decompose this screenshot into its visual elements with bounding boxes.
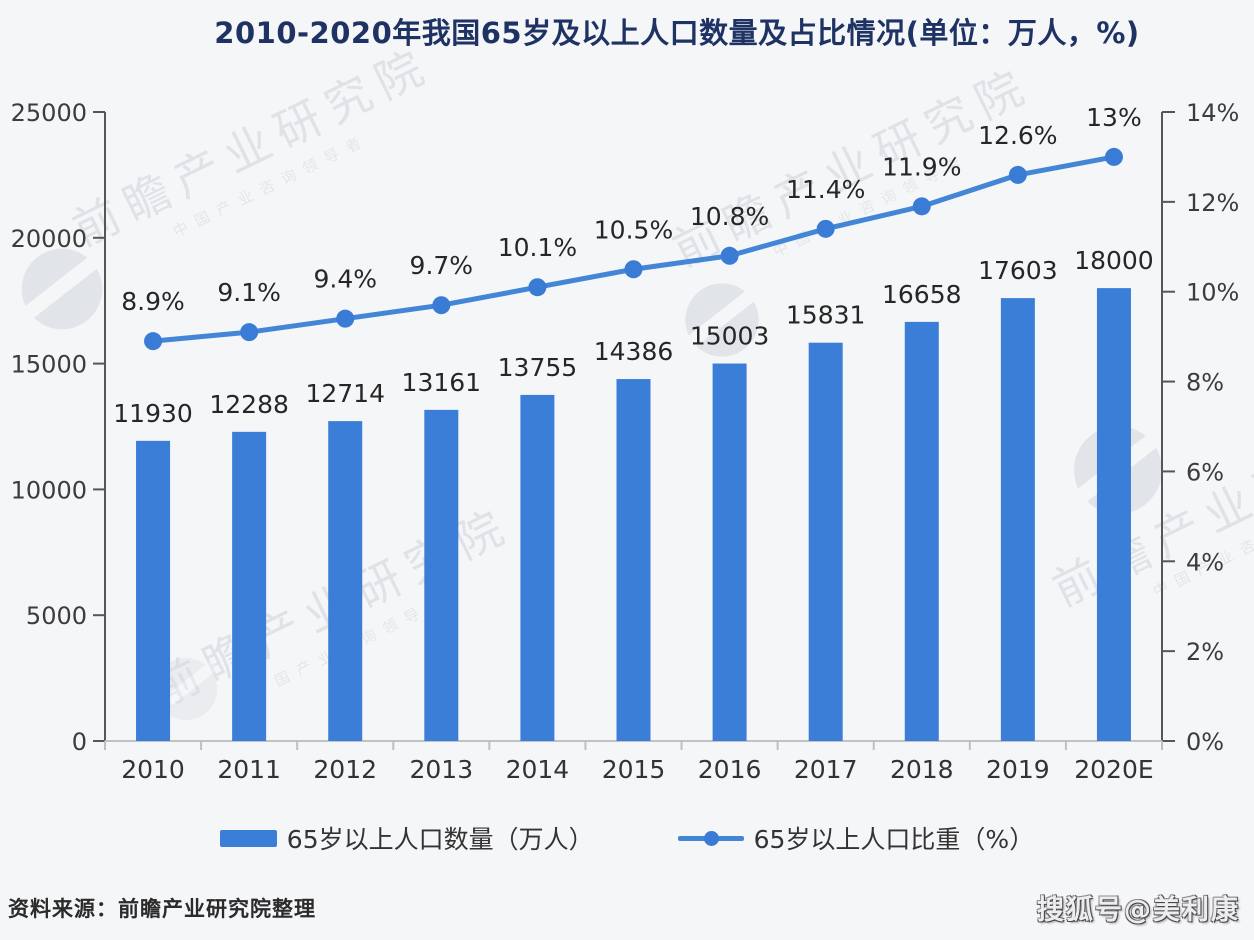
bar-value-label: 11930 — [113, 399, 193, 428]
bar — [904, 321, 939, 741]
bar-value-label: 15003 — [690, 322, 770, 351]
bar-value-label: 13755 — [498, 353, 578, 382]
line-marker — [144, 332, 163, 351]
line-value-label: 11.9% — [882, 152, 961, 181]
x-axis-category-label: 2011 — [217, 755, 281, 784]
line-marker — [240, 323, 259, 342]
bar-series-legend-label: 65岁以上人口数量（万人） — [286, 825, 594, 854]
left-axis-tick-label: 0 — [72, 728, 87, 756]
bar — [1000, 298, 1035, 741]
line-marker — [720, 246, 739, 265]
line-value-label: 12.6% — [978, 121, 1057, 150]
line-series-swatch-icon — [677, 829, 744, 847]
line-marker — [624, 260, 643, 279]
right-axis-tick-label: 0% — [1186, 728, 1224, 756]
x-axis-category-label: 2018 — [890, 755, 954, 784]
right-axis-tick-label: 10% — [1186, 279, 1239, 307]
left-axis-tick-label: 15000 — [11, 351, 87, 379]
x-axis-category-label: 2014 — [506, 755, 570, 784]
x-axis-category-label: 2013 — [410, 755, 474, 784]
bar — [520, 394, 555, 741]
source-note: 资料来源：前瞻产业研究院整理 — [8, 897, 316, 921]
legend-item-line-series: 65岁以上人口比重（%） — [677, 820, 1035, 856]
line-value-label: 9.7% — [410, 251, 474, 280]
sohu-watermark-badge: 搜狐号@美利康 — [1037, 895, 1240, 926]
line-marker — [912, 197, 931, 216]
left-axis-tick-label: 5000 — [26, 602, 87, 630]
line-marker — [336, 309, 355, 328]
line-value-label: 10.5% — [594, 215, 673, 244]
left-axis-tick-label: 20000 — [11, 225, 87, 253]
legend-item-bar-series: 65岁以上人口数量（万人） — [219, 820, 594, 856]
bar-value-label: 12714 — [305, 379, 385, 408]
right-axis-tick-label: 4% — [1186, 548, 1224, 576]
line-value-label: 10.1% — [498, 233, 577, 262]
bar — [1096, 288, 1131, 741]
x-axis-category-label: 2020E — [1074, 755, 1153, 784]
x-axis-category-label: 2015 — [602, 755, 666, 784]
right-axis-tick-label: 12% — [1186, 189, 1239, 217]
bar-value-label: 14386 — [594, 337, 674, 366]
bar-value-label: 13161 — [402, 368, 482, 397]
line-marker — [816, 219, 835, 238]
bar-value-label: 15831 — [786, 301, 866, 330]
bar — [616, 379, 651, 741]
line-marker — [432, 296, 451, 315]
chart-title: 2010-2020年我国65岁及以上人口数量及占比情况(单位：万人，%) — [214, 16, 1140, 50]
x-axis-category-label: 2017 — [794, 755, 858, 784]
bar-value-label: 12288 — [209, 390, 289, 419]
right-axis-tick-label: 6% — [1186, 458, 1224, 486]
legend: 65岁以上人口数量（万人） 65岁以上人口比重（%） — [0, 820, 1254, 856]
bar — [424, 409, 459, 741]
bar — [328, 421, 363, 741]
line-value-label: 11.4% — [786, 175, 865, 204]
bar-value-label: 18000 — [1074, 246, 1154, 275]
line-value-label: 10.8% — [690, 202, 769, 231]
line-series — [150, 154, 1117, 344]
line-value-label: 8.9% — [121, 287, 185, 316]
x-axis-category-label: 2010 — [121, 755, 185, 784]
line-value-label: 13% — [1086, 103, 1142, 132]
right-axis-tick-label: 2% — [1186, 638, 1224, 666]
bar — [712, 363, 747, 741]
bar — [232, 431, 267, 741]
x-axis-category-label: 2016 — [698, 755, 762, 784]
x-axis-category-label: 2019 — [986, 755, 1050, 784]
right-axis-tick-label: 8% — [1186, 369, 1224, 397]
line-series-legend-label: 65岁以上人口比重（%） — [753, 825, 1035, 854]
bar-series-swatch-icon — [219, 829, 277, 847]
right-axis-tick-label: 14% — [1186, 99, 1239, 127]
bar — [808, 342, 843, 741]
bar — [136, 440, 171, 741]
left-axis-tick-label: 25000 — [11, 99, 87, 127]
left-axis-tick-label: 10000 — [11, 476, 87, 504]
combo-bar-line-chart: 0 5000 10000 15000 20000 25000 0% 2% 4% 6% 8% 10% 12… — [11, 99, 1240, 784]
x-axis-category-label: 2012 — [313, 755, 377, 784]
line-value-label: 9.1% — [217, 278, 281, 307]
bar-value-label: 17603 — [978, 256, 1058, 285]
bar-value-label: 16658 — [882, 280, 962, 309]
line-marker — [528, 278, 547, 297]
line-value-label: 9.4% — [313, 265, 377, 294]
line-marker — [1104, 147, 1123, 166]
line-marker — [1008, 165, 1027, 184]
